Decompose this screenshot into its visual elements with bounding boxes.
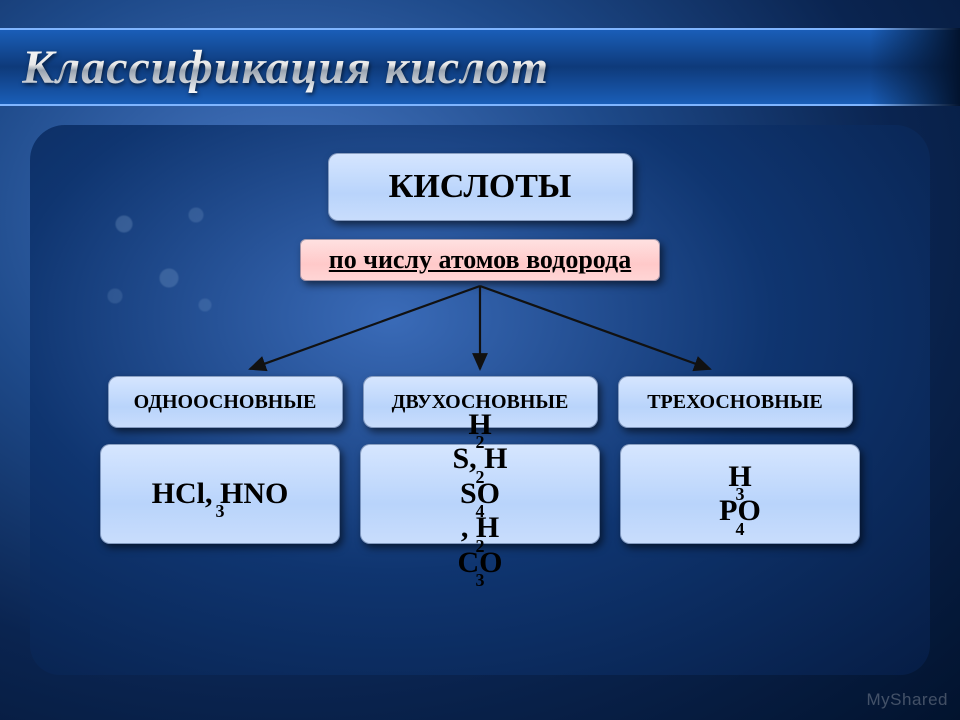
- page-title: Классификация кислот: [22, 40, 549, 95]
- category-node-3: ТРЕХОСНОВНЫЕ: [618, 376, 853, 428]
- formula-row: HCl, HNO3 H2S, H2SO4, H2CO3 H3PO4: [30, 444, 930, 544]
- formula-node-2: H2S, H2SO4, H2CO3: [360, 444, 600, 544]
- arrow-left: [250, 286, 480, 369]
- footer-watermark: MyShared: [867, 690, 948, 710]
- formula-node-3: H3PO4: [620, 444, 860, 544]
- category-node-1: ОДНООСНОВНЫЕ: [108, 376, 343, 428]
- main-panel: КИСЛОТЫ по числу атомов водорода ОДНООСН…: [30, 125, 930, 675]
- arrow-right: [480, 286, 710, 369]
- arrows-container: [130, 281, 830, 376]
- arrows-svg: [130, 281, 830, 376]
- root-node: КИСЛОТЫ: [328, 153, 633, 221]
- header-ribbon: Классификация кислот: [0, 28, 960, 106]
- formula-node-1: HCl, HNO3: [100, 444, 340, 544]
- criteria-node: по числу атомов водорода: [300, 239, 660, 281]
